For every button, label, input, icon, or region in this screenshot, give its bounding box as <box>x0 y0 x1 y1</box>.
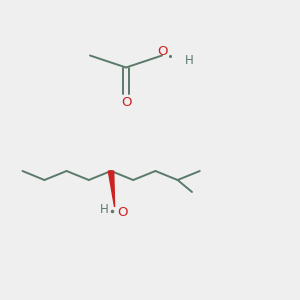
Text: O: O <box>117 206 128 219</box>
Text: H: H <box>184 53 193 67</box>
Text: H: H <box>100 203 109 216</box>
Text: O: O <box>121 96 131 110</box>
Polygon shape <box>108 171 115 207</box>
Text: O: O <box>157 45 167 58</box>
